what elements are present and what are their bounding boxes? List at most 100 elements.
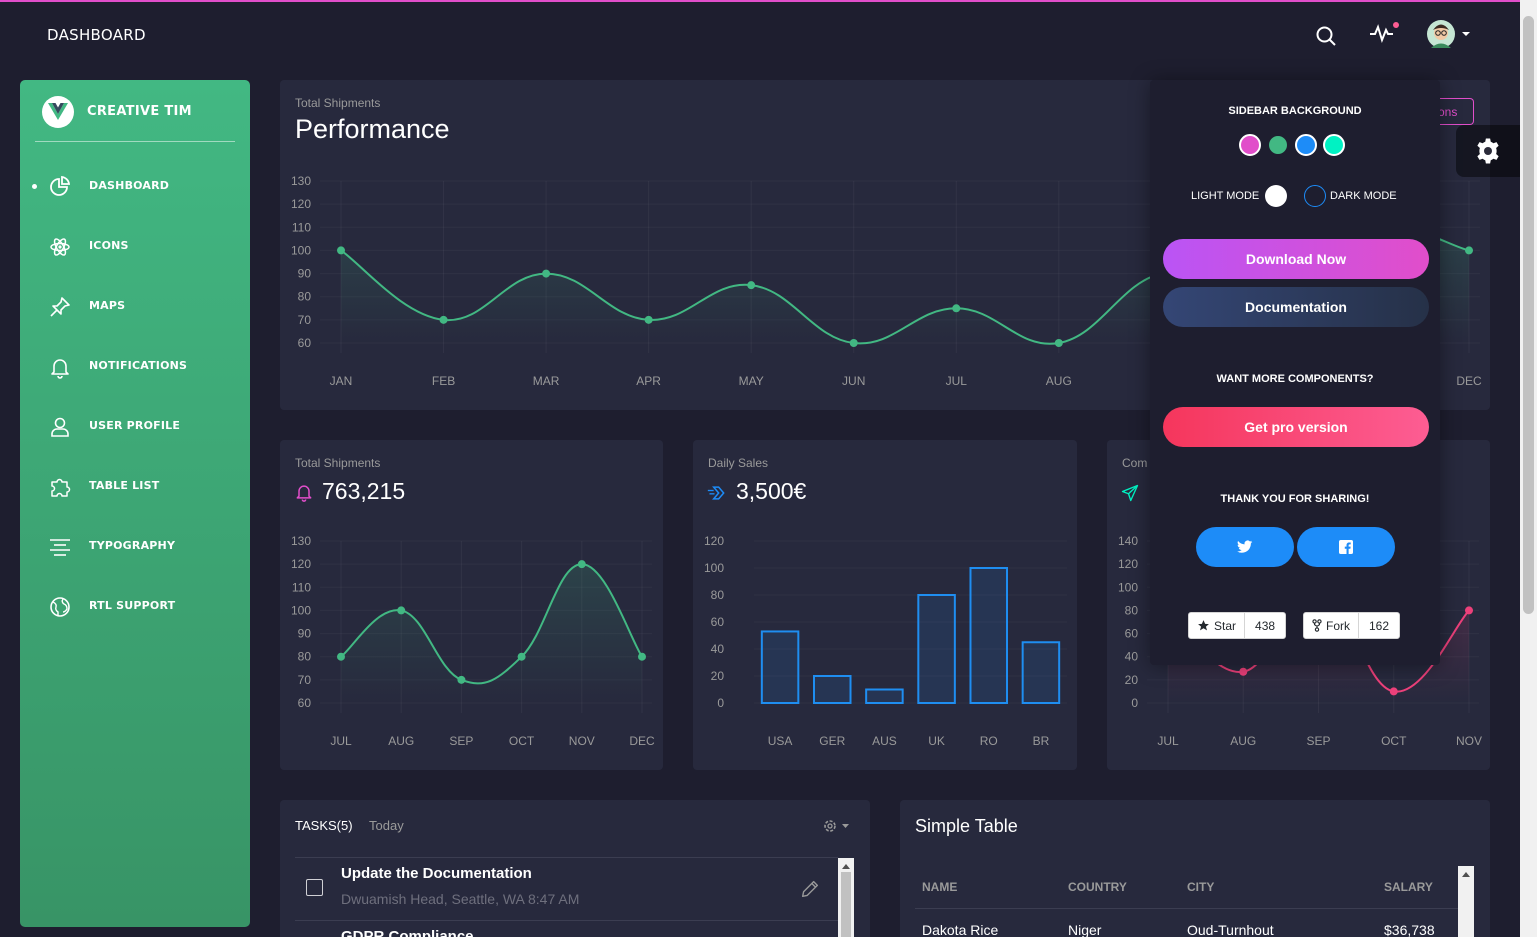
twitter-share-button[interactable] xyxy=(1196,527,1294,567)
table-header-city: CITY xyxy=(1187,880,1215,894)
sidebar-item-maps[interactable]: MAPS xyxy=(20,287,250,327)
window-scrollbar[interactable] xyxy=(1520,0,1537,937)
sidebar-item-dashboard[interactable]: DASHBOARD xyxy=(20,167,250,207)
fork-count: 162 xyxy=(1358,613,1399,638)
tasks-card: TASKS(5) Today Update the Documentation … xyxy=(280,800,870,937)
shipments-chart: 60 70 80 90 100 110 120 130 JUL AUG SEP OCT NOV DEC xyxy=(291,534,655,748)
x-tick-label: SEP xyxy=(1306,734,1330,748)
vue-logo-icon xyxy=(42,96,74,128)
github-fork-button[interactable]: Fork 162 xyxy=(1303,612,1401,639)
want-more-title: WANT MORE COMPONENTS? xyxy=(1216,373,1374,385)
data-point xyxy=(577,560,586,569)
twitter-icon xyxy=(1237,540,1253,553)
x-tick-label: AUG xyxy=(388,734,414,748)
y-tick-label: 80 xyxy=(711,588,725,602)
gear-icon xyxy=(1477,138,1499,164)
bar xyxy=(865,688,904,704)
bar xyxy=(969,567,1009,704)
sidebar-item-label: RTL SUPPORT xyxy=(89,599,176,612)
search-icon[interactable] xyxy=(1314,24,1338,52)
table-header-name: NAME xyxy=(922,880,958,894)
table-header-country: COUNTRY xyxy=(1068,880,1127,894)
swatch-primary[interactable] xyxy=(1239,134,1261,156)
tasks-title: TASKS(5) xyxy=(295,818,353,833)
sidebar-item-user-profile[interactable]: USER PROFILE xyxy=(20,407,250,447)
sidebar-item-label: ICONS xyxy=(89,239,129,252)
card-category: Com xyxy=(1122,456,1148,470)
sidebar-logo[interactable]: CREATIVE TIM xyxy=(35,96,235,142)
x-tick-label: APR xyxy=(636,374,661,388)
sidebar-item-label: MAPS xyxy=(89,299,126,312)
sidebar-background-title: SIDEBAR BACKGROUND xyxy=(1228,105,1362,117)
settings-toggle[interactable] xyxy=(1456,125,1520,177)
tasks-scrollbar[interactable] xyxy=(838,858,854,937)
documentation-button[interactable]: Documentation xyxy=(1163,287,1429,327)
x-tick-label: USA xyxy=(768,734,793,748)
data-point xyxy=(1239,667,1248,676)
y-tick-label: 0 xyxy=(1131,696,1138,710)
bar xyxy=(760,630,800,704)
x-tick-label: NOV xyxy=(569,734,595,748)
y-tick-label: 0 xyxy=(717,696,724,710)
x-tick-label: FEB xyxy=(432,374,455,388)
swatch-green[interactable] xyxy=(1267,134,1289,156)
swatch-teal[interactable] xyxy=(1323,134,1345,156)
bell-icon xyxy=(51,359,69,379)
scrollbar-thumb[interactable] xyxy=(1523,16,1534,614)
table-cell: Oud-Turnhout xyxy=(1187,922,1274,937)
data-point xyxy=(337,652,345,661)
y-tick-label: 20 xyxy=(711,669,725,683)
sales-chart: 0 20 40 60 80 100 120 USA GER AUS UK RO BR xyxy=(704,534,1067,748)
sidebar-item-rtl-support[interactable]: RTL SUPPORT xyxy=(20,587,250,627)
data-point xyxy=(337,246,345,255)
x-tick-label: AUG xyxy=(1230,734,1256,748)
x-tick-label: JUL xyxy=(946,374,968,388)
y-tick-label: 40 xyxy=(711,642,725,656)
data-point xyxy=(1054,339,1063,347)
x-tick-label: AUS xyxy=(872,734,897,748)
y-tick-label: 110 xyxy=(292,580,311,594)
bar xyxy=(917,594,956,704)
options-button[interactable]: ons xyxy=(1438,98,1474,125)
delivery-fast-icon xyxy=(707,486,725,500)
pencil-icon[interactable] xyxy=(799,878,821,900)
x-tick-label: AUG xyxy=(1046,374,1072,388)
table-scrollbar[interactable] xyxy=(1458,866,1474,937)
world-icon xyxy=(50,597,70,617)
light-mode-toggle[interactable] xyxy=(1265,185,1287,207)
dark-mode-toggle[interactable] xyxy=(1304,185,1326,207)
data-point xyxy=(1465,246,1473,255)
daily-sales-card: Daily Sales 3,500€ 0 20 40 60 80 100 120 USA GER… xyxy=(693,440,1077,770)
sidebar-item-notifications[interactable]: NOTIFICATIONS xyxy=(20,347,250,387)
swatch-blue[interactable] xyxy=(1295,134,1317,156)
y-tick-label: 110 xyxy=(292,220,311,234)
sidebar-item-label: TYPOGRAPHY xyxy=(89,539,176,552)
facebook-share-button[interactable] xyxy=(1297,527,1395,567)
data-point xyxy=(1465,606,1473,615)
get-pro-button[interactable]: Get pro version xyxy=(1163,407,1429,447)
sidebar-item-table-list[interactable]: TABLE LIST xyxy=(20,467,250,507)
x-tick-label: MAR xyxy=(533,374,560,388)
sidebar-item-label: USER PROFILE xyxy=(89,419,181,432)
download-now-button[interactable]: Download Now xyxy=(1163,239,1429,279)
scrollbar-thumb[interactable] xyxy=(841,872,851,937)
sidebar-item-label: NOTIFICATIONS xyxy=(89,359,188,372)
align-center-icon xyxy=(50,539,70,556)
settings-dropdown[interactable] xyxy=(822,818,852,838)
y-tick-label: 100 xyxy=(291,603,311,617)
data-point xyxy=(952,304,961,313)
sidebar-item-icons[interactable]: ICONS xyxy=(20,227,250,267)
navbar-brand[interactable]: DASHBOARD xyxy=(47,26,146,44)
pin-icon xyxy=(50,297,70,317)
y-tick-label: 70 xyxy=(298,673,312,687)
sidebar-item-label: DASHBOARD xyxy=(89,179,170,192)
sidebar-item-typography[interactable]: TYPOGRAPHY xyxy=(20,527,250,567)
activity-icon[interactable] xyxy=(1368,20,1402,48)
star-count: 438 xyxy=(1244,613,1285,638)
task-checkbox[interactable] xyxy=(306,879,323,896)
avatar[interactable] xyxy=(1426,19,1474,53)
x-tick-label: DEC xyxy=(629,734,655,748)
data-point xyxy=(517,652,526,661)
github-star-button[interactable]: Star 438 xyxy=(1188,612,1287,639)
atom-icon xyxy=(50,238,70,256)
